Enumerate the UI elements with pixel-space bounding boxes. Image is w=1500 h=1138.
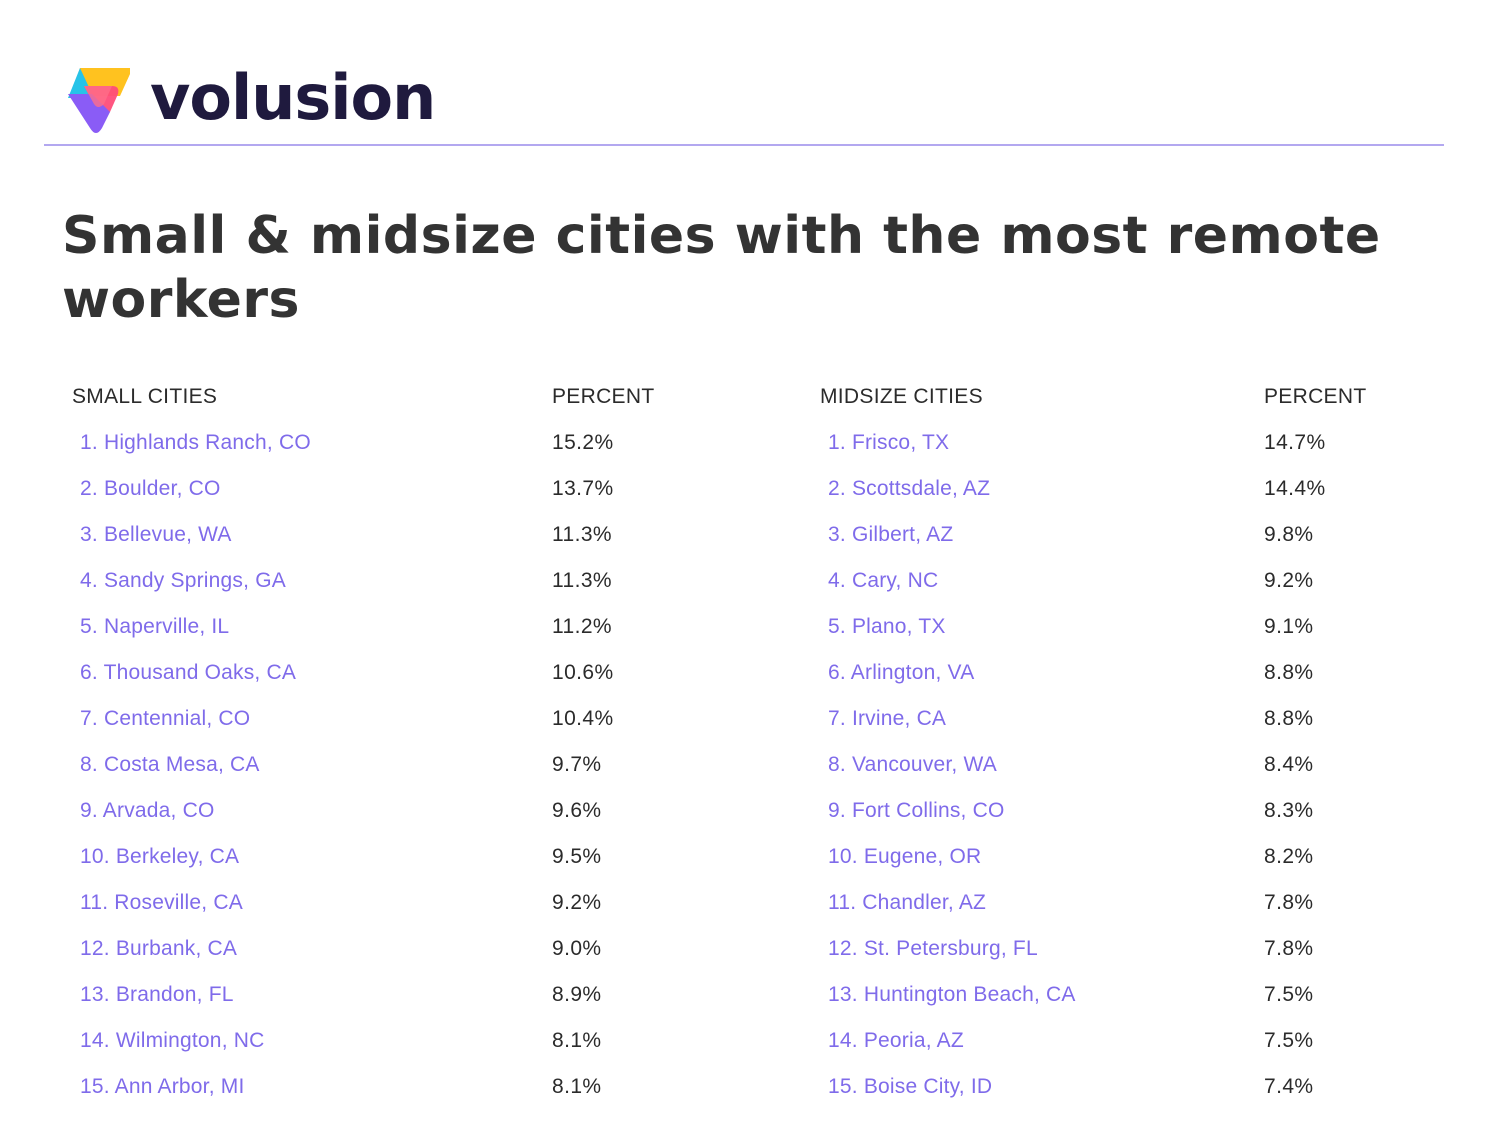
- small-percent-value: 11.3%: [552, 523, 612, 546]
- small-percent-value: 10.4%: [552, 707, 614, 730]
- midsize-city-row: 2. Scottsdale, AZ: [828, 477, 991, 500]
- header: volusion: [0, 0, 1500, 146]
- midsize-percent-value: 7.8%: [1264, 937, 1314, 960]
- midsize-percent-value: 8.2%: [1264, 845, 1314, 868]
- small-percent-value: 8.9%: [552, 983, 602, 1006]
- midsize-percent-value: 7.5%: [1264, 1029, 1314, 1052]
- small-city-row: 11. Roseville, CA: [80, 891, 243, 914]
- small-percent-value: 11.3%: [552, 569, 612, 592]
- small-city-row: 5. Naperville, IL: [80, 615, 230, 638]
- midsize-percent-value: 14.4%: [1264, 477, 1326, 500]
- small-city-row: 7. Centennial, CO: [80, 707, 251, 730]
- small-city-row: 1. Highlands Ranch, CO: [80, 431, 311, 454]
- small-city-row: 2. Boulder, CO: [80, 477, 221, 500]
- small-percent-value: 11.2%: [552, 615, 612, 638]
- small-percent-value: 9.2%: [552, 891, 602, 914]
- midsize-percent-list: 14.7% 14.4% 9.8% 9.2% 9.1% 8.8% 8.8% 8.4…: [1264, 426, 1326, 1116]
- small-percent-value: 9.5%: [552, 845, 602, 868]
- small-cities-header: SMALL CITIES: [72, 385, 218, 408]
- small-city-row: 12. Burbank, CA: [80, 937, 238, 960]
- small-city-row: 15. Ann Arbor, MI: [80, 1075, 245, 1098]
- small-city-row: 9. Arvada, CO: [80, 799, 215, 822]
- midsize-percent-value: 7.5%: [1264, 983, 1314, 1006]
- midsize-city-row: 10. Eugene, OR: [828, 845, 982, 868]
- midsize-percent-value: 7.4%: [1264, 1075, 1314, 1098]
- small-city-row: 14. Wilmington, NC: [80, 1029, 265, 1052]
- midsize-percent-value: 9.1%: [1264, 615, 1314, 638]
- midsize-cities-header: MIDSIZE CITIES: [820, 385, 983, 408]
- small-percent-value: 9.7%: [552, 753, 602, 776]
- midsize-percent-value: 9.8%: [1264, 523, 1314, 546]
- midsize-city-row: 9. Fort Collins, CO: [828, 799, 1005, 822]
- small-city-row: 8. Costa Mesa, CA: [80, 753, 260, 776]
- midsize-city-row: 12. St. Petersburg, FL: [828, 937, 1038, 960]
- small-percent-value: 9.0%: [552, 937, 602, 960]
- small-percent-value: 8.1%: [552, 1029, 602, 1052]
- small-city-row: 4. Sandy Springs, GA: [80, 569, 286, 592]
- midsize-cities-list: 1. Frisco, TX 2. Scottsdale, AZ 3. Gilbe…: [828, 426, 1076, 1116]
- small-percent-value: 15.2%: [552, 431, 614, 454]
- small-percent-value: 8.1%: [552, 1075, 602, 1098]
- midsize-city-row: 4. Cary, NC: [828, 569, 939, 592]
- midsize-city-row: 6. Arlington, VA: [828, 661, 975, 684]
- brand-wordmark: volusion: [150, 61, 436, 134]
- midsize-percent-header: PERCENT: [1264, 385, 1367, 408]
- midsize-city-row: 7. Irvine, CA: [828, 707, 947, 730]
- midsize-city-row: 14. Peoria, AZ: [828, 1029, 964, 1052]
- midsize-city-row: 13. Huntington Beach, CA: [828, 983, 1076, 1006]
- small-cities-list: 1. Highlands Ranch, CO 2. Boulder, CO 3.…: [80, 426, 311, 1116]
- midsize-city-row: 5. Plano, TX: [828, 615, 946, 638]
- small-percent-value: 9.6%: [552, 799, 602, 822]
- small-percent-list: 15.2% 13.7% 11.3% 11.3% 11.2% 10.6% 10.4…: [552, 426, 614, 1116]
- midsize-city-row: 1. Frisco, TX: [828, 431, 950, 454]
- midsize-percent-value: 14.7%: [1264, 431, 1326, 454]
- small-percent-value: 13.7%: [552, 477, 614, 500]
- volusion-logo-icon: [68, 68, 130, 133]
- small-city-row: 10. Berkeley, CA: [80, 845, 240, 868]
- midsize-percent-value: 7.8%: [1264, 891, 1314, 914]
- header-divider: [44, 144, 1444, 146]
- small-percent-value: 10.6%: [552, 661, 614, 684]
- midsize-city-row: 15. Boise City, ID: [828, 1075, 993, 1098]
- midsize-city-row: 11. Chandler, AZ: [828, 891, 987, 914]
- midsize-percent-value: 9.2%: [1264, 569, 1314, 592]
- midsize-percent-value: 8.8%: [1264, 707, 1314, 730]
- midsize-city-row: 3. Gilbert, AZ: [828, 523, 954, 546]
- small-percent-header: PERCENT: [552, 385, 655, 408]
- page-title: Small & midsize cities with the most rem…: [62, 206, 1381, 330]
- midsize-city-row: 8. Vancouver, WA: [828, 753, 997, 776]
- midsize-percent-value: 8.8%: [1264, 661, 1314, 684]
- midsize-percent-value: 8.4%: [1264, 753, 1314, 776]
- midsize-percent-value: 8.3%: [1264, 799, 1314, 822]
- small-city-row: 13. Brandon, FL: [80, 983, 234, 1006]
- small-city-row: 6. Thousand Oaks, CA: [80, 661, 297, 684]
- small-city-row: 3. Bellevue, WA: [80, 523, 232, 546]
